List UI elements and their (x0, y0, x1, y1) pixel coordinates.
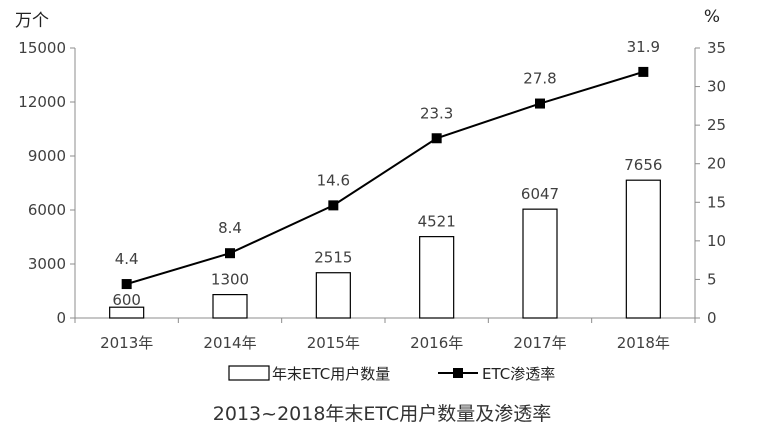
x-tick-label: 2014年 (203, 334, 256, 352)
left-tick-label: 9000 (28, 147, 66, 165)
bar-value-label: 2515 (314, 249, 352, 267)
x-tick-label: 2013年 (100, 334, 153, 352)
right-tick-label: 0 (707, 309, 717, 327)
left-axis-unit: 万个 (15, 11, 49, 31)
line-series (121, 66, 649, 290)
x-tick-label: 2018年 (617, 334, 670, 352)
legend: 年末ETC用户数量 ETC渗透率 (228, 365, 555, 383)
bar-value-label: 7656 (624, 156, 662, 174)
line-value-label: 14.6 (317, 171, 350, 189)
left-tick-label: 0 (56, 309, 66, 327)
line-point (225, 248, 235, 259)
bar (315, 272, 351, 319)
legend-line-label: ETC渗透率 (482, 365, 555, 383)
legend-line-marker (453, 368, 463, 378)
right-tick-label: 25 (707, 116, 726, 134)
line-data-labels: 4.4 8.4 14.6 23.3 27.8 31.9 (115, 38, 660, 268)
line-value-label: 23.3 (420, 104, 453, 122)
bar-value-label: 4521 (418, 213, 456, 231)
line-path (126, 70, 644, 286)
legend-bar-label: 年末ETC用户数量 (272, 365, 390, 383)
x-tick-label: 2015年 (307, 334, 360, 352)
chart-title: 2013~2018年末ETC用户数量及渗透率 (213, 403, 551, 425)
right-tick-label: 5 (707, 270, 717, 288)
bar-value-label: 1300 (211, 271, 249, 289)
left-tick-label: 12000 (18, 93, 66, 111)
line-value-label: 4.4 (115, 250, 139, 268)
right-tick-label: 35 (707, 39, 726, 57)
line-value-label: 27.8 (523, 70, 556, 88)
bar-value-label: 600 (112, 291, 141, 309)
line-point (638, 66, 649, 77)
right-axis-unit: % (704, 7, 720, 27)
bar-data-labels: 600 1300 2515 4521 6047 7656 (112, 156, 662, 309)
bar (212, 294, 248, 319)
line-point (431, 133, 442, 144)
right-tick-label: 10 (707, 232, 726, 250)
right-axis-ticks: 0 5 10 15 20 25 30 35 (695, 39, 726, 327)
line-value-label: 31.9 (627, 38, 660, 56)
left-tick-label: 3000 (28, 255, 66, 273)
bar-series (109, 179, 661, 319)
line-point (535, 98, 545, 109)
left-axis-ticks: 0 3000 6000 9000 12000 15000 (18, 39, 75, 327)
right-tick-label: 30 (707, 78, 726, 96)
bar (625, 179, 661, 319)
left-tick-label: 15000 (18, 39, 66, 57)
x-axis-ticks: 2013年 2014年 2015年 2016年 2017年 2018年 (74, 318, 696, 352)
right-tick-label: 15 (707, 193, 726, 211)
right-tick-label: 20 (707, 155, 726, 173)
line-value-label: 8.4 (218, 219, 242, 237)
legend-bar-swatch (228, 365, 270, 381)
left-tick-label: 6000 (28, 201, 66, 219)
bar-value-label: 6047 (521, 185, 559, 203)
bar (419, 236, 455, 319)
bar (109, 306, 145, 319)
x-tick-label: 2017年 (513, 334, 566, 352)
bar (522, 208, 558, 319)
line-point (328, 200, 339, 211)
line-point (121, 279, 132, 290)
x-tick-label: 2016年 (410, 334, 463, 352)
